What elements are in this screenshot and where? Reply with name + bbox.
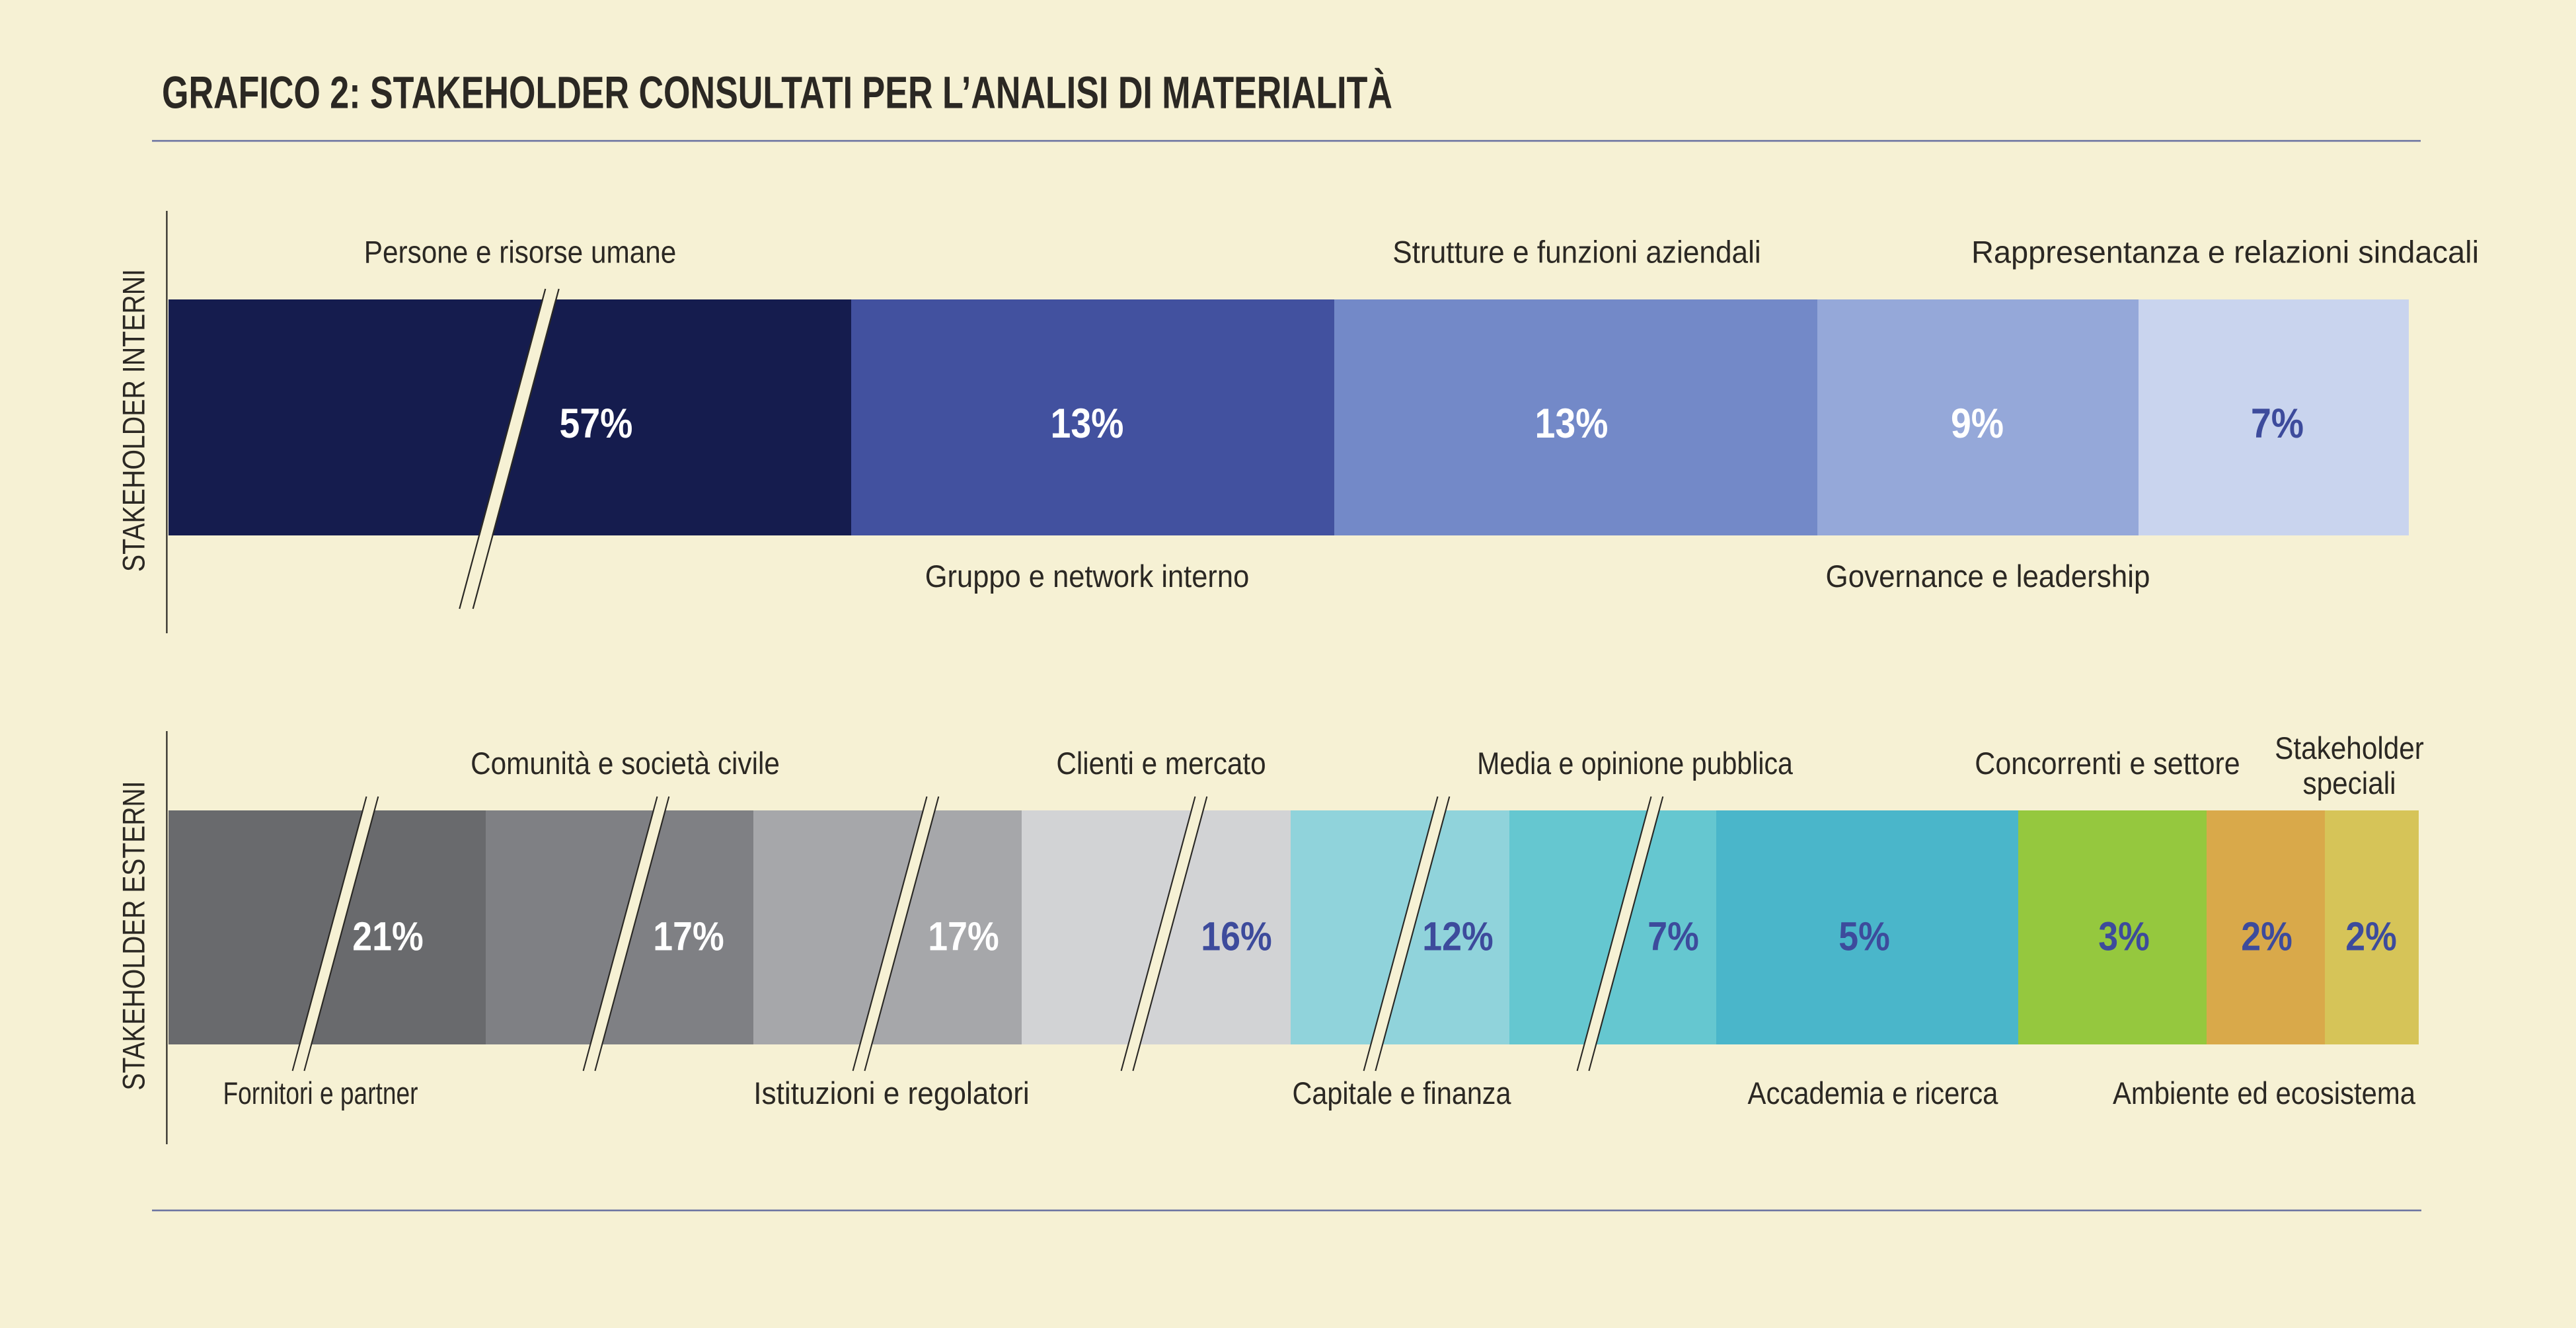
svg-text:Media e opinione pubblica: Media e opinione pubblica [1477, 746, 1793, 781]
svg-text:Fornitori e partner: Fornitori e partner [223, 1076, 418, 1111]
svg-text:Persone e risorse umane: Persone e risorse umane [364, 236, 677, 270]
svg-text:13%: 13% [1051, 400, 1124, 447]
svg-text:2%: 2% [2241, 915, 2292, 960]
svg-text:Strutture e funzioni aziendali: Strutture e funzioni aziendali [1392, 235, 1761, 270]
svg-text:16%: 16% [1201, 915, 1271, 960]
svg-text:17%: 17% [928, 915, 999, 960]
svg-text:Concorrenti e settore: Concorrenti e settore [1975, 746, 2240, 781]
svg-text:Accademia e ricerca: Accademia e ricerca [1748, 1077, 1998, 1111]
svg-text:speciali: speciali [2302, 767, 2396, 801]
svg-text:Gruppo e network interno: Gruppo e network interno [925, 559, 1250, 594]
svg-text:GRAFICO 2: STAKEHOLDER CONSULT: GRAFICO 2: STAKEHOLDER CONSULTATI PER L’… [162, 67, 1392, 118]
svg-text:STAKEHOLDER INTERNI: STAKEHOLDER INTERNI [117, 269, 151, 572]
svg-text:12%: 12% [1422, 915, 1493, 960]
svg-text:Governance e leadership: Governance e leadership [1826, 559, 2150, 594]
svg-text:17%: 17% [653, 915, 724, 960]
svg-text:9%: 9% [1951, 400, 2004, 447]
svg-text:3%: 3% [2098, 915, 2150, 960]
svg-text:Comunità e società civile: Comunità e società civile [471, 747, 780, 781]
svg-text:Rappresentanza e relazioni sin: Rappresentanza e relazioni sindacali [1971, 235, 2479, 270]
svg-text:Stakeholder: Stakeholder [2275, 732, 2424, 766]
svg-text:7%: 7% [1648, 915, 1699, 960]
svg-text:21%: 21% [352, 915, 423, 960]
svg-text:13%: 13% [1535, 400, 1609, 447]
svg-text:Capitale e finanza: Capitale e finanza [1293, 1077, 1511, 1111]
svg-text:STAKEHOLDER ESTERNI: STAKEHOLDER ESTERNI [117, 781, 151, 1091]
svg-text:Ambiente ed ecosistema: Ambiente ed ecosistema [2113, 1077, 2415, 1111]
svg-text:Istituzioni e regolatori: Istituzioni e regolatori [753, 1076, 1029, 1111]
svg-text:57%: 57% [560, 400, 633, 447]
svg-text:2%: 2% [2345, 915, 2397, 960]
svg-text:5%: 5% [1838, 915, 1890, 960]
svg-text:Clienti e mercato: Clienti e mercato [1056, 747, 1266, 781]
svg-text:7%: 7% [2251, 400, 2304, 447]
